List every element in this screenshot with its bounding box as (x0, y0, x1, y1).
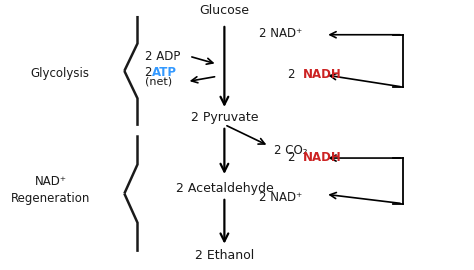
Text: 2: 2 (288, 151, 300, 164)
Text: NADH: NADH (303, 151, 342, 164)
Text: 2: 2 (145, 66, 152, 79)
Text: 2: 2 (288, 68, 300, 82)
Text: NAD⁺
Regeneration: NAD⁺ Regeneration (11, 175, 91, 205)
Text: 2 ADP: 2 ADP (145, 50, 180, 63)
Text: (net): (net) (145, 77, 172, 87)
Text: 2 Pyruvate: 2 Pyruvate (191, 111, 258, 124)
Text: 2 NAD⁺: 2 NAD⁺ (259, 27, 302, 40)
Text: 2 Acetaldehyde: 2 Acetaldehyde (175, 182, 273, 195)
Text: 2 CO₂: 2 CO₂ (273, 144, 307, 157)
Text: 2 NAD⁺: 2 NAD⁺ (259, 191, 302, 204)
Text: ATP: ATP (152, 66, 177, 79)
Text: 2 Ethanol: 2 Ethanol (195, 249, 254, 262)
Text: Glycolysis: Glycolysis (30, 67, 90, 80)
Text: Glucose: Glucose (200, 4, 249, 17)
Text: NADH: NADH (303, 68, 342, 82)
